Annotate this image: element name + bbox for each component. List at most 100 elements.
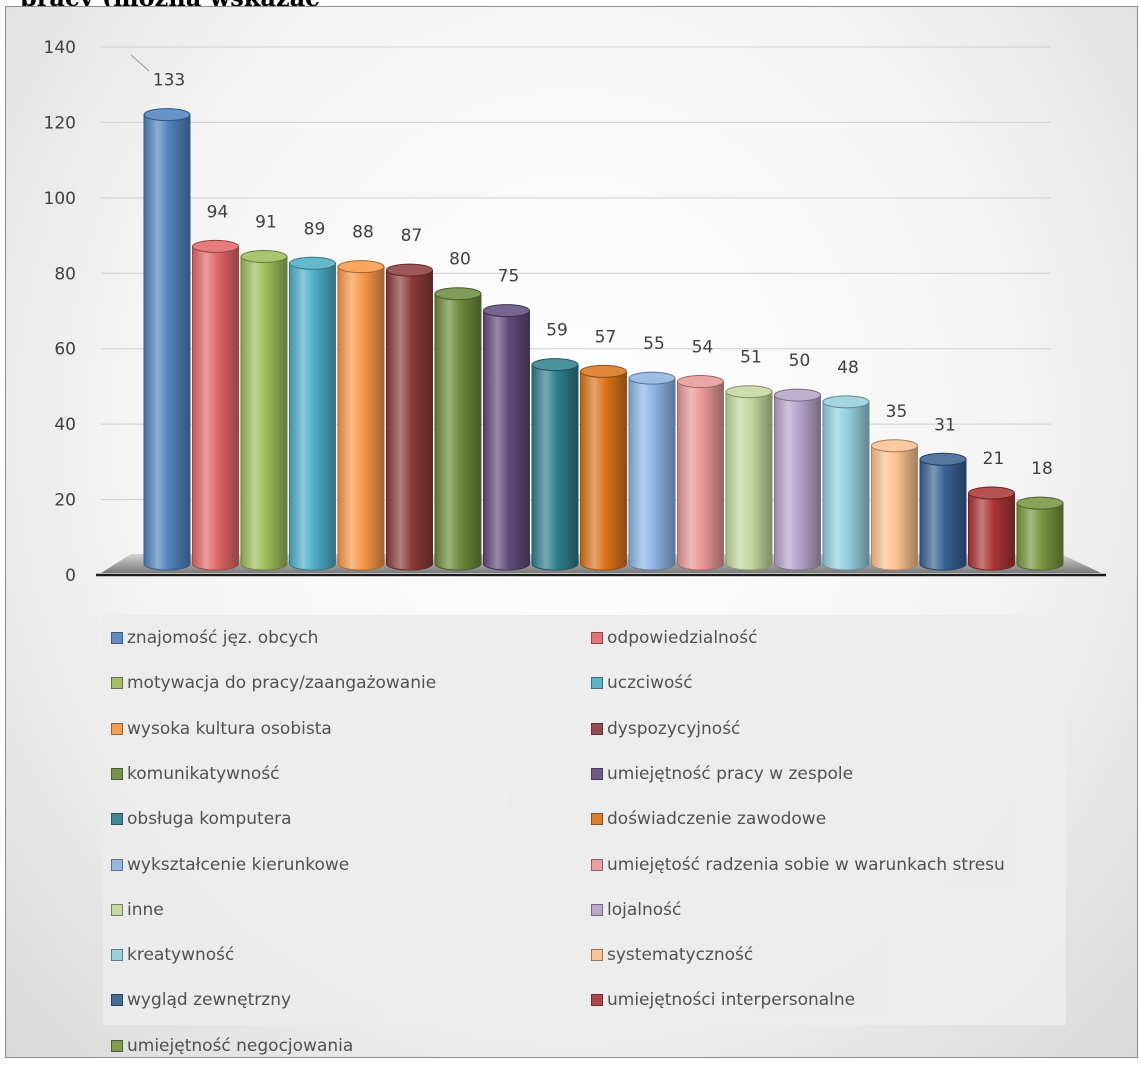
- bar-top: [628, 371, 676, 385]
- bar-cylinder: [774, 394, 821, 571]
- bar-top: [240, 250, 288, 264]
- legend-item: dyspozycyjność: [591, 718, 740, 740]
- legend: znajomość jęz. obcych odpowiedzialność mot…: [103, 615, 1066, 1056]
- legend-swatch: [591, 677, 603, 690]
- bar-top: [289, 256, 336, 270]
- data-label: 18: [1031, 459, 1053, 479]
- y-tick-label: 140: [44, 38, 76, 58]
- legend-swatch: [111, 858, 123, 871]
- legend-label: obsługa komputera: [127, 809, 292, 830]
- y-tick-label: 120: [44, 113, 76, 133]
- bar-top: [580, 364, 627, 378]
- bar-top: [531, 358, 579, 372]
- legend-item: doświadczenie zawodowe: [591, 808, 826, 830]
- bar-cylinder: [871, 445, 918, 571]
- legend-label: dyspozycyjność: [607, 718, 741, 739]
- legend-item: systematyczność: [591, 944, 753, 966]
- legend-item: motywacja do pracy/zaangażowanie: [111, 672, 436, 694]
- legend-swatch: [111, 767, 123, 780]
- legend-label: odpowiedzialność: [607, 628, 758, 648]
- legend-swatch: [591, 813, 603, 826]
- legend-swatch: [111, 994, 123, 1007]
- legend-swatch: [591, 903, 603, 916]
- bar-cylinder: [531, 364, 579, 571]
- bar-top: [1016, 496, 1064, 510]
- bar-cylinder: [337, 266, 385, 571]
- legend-label: umiejętność negocjowania: [127, 1035, 354, 1056]
- bar-cylinder: [919, 458, 967, 571]
- data-label: 91: [255, 213, 277, 233]
- legend-label: umiejętość radzenia sobie w warunkach st…: [607, 854, 1005, 875]
- bar-top: [774, 388, 821, 402]
- legend-item: wygląd zewnętrzny: [111, 989, 291, 1011]
- y-tick-label: 20: [54, 491, 76, 511]
- bar-cylinder: [434, 293, 482, 571]
- legend-label: uczciwość: [607, 673, 693, 694]
- data-label: 80: [449, 250, 471, 270]
- legend-label: wygląd zewnętrzny: [127, 990, 292, 1011]
- bar-top: [192, 239, 239, 253]
- bar-top: [871, 439, 918, 453]
- data-label: 55: [643, 334, 665, 354]
- bar-top: [434, 287, 482, 301]
- legend-swatch: [591, 858, 603, 871]
- data-label: 133: [153, 71, 185, 91]
- data-label: 57: [595, 327, 617, 347]
- bar-cylinder: [483, 310, 530, 571]
- bar-top: [725, 385, 773, 399]
- y-tick-label: 80: [54, 264, 76, 284]
- y-tick-label: 100: [44, 189, 76, 209]
- data-label: 88: [352, 223, 374, 243]
- data-label: 54: [692, 338, 714, 358]
- legend-item: znajomość jęz. obcych: [111, 627, 318, 649]
- legend-label: umiejętność pracy w zespole: [607, 763, 854, 784]
- bar-cylinder: [289, 262, 336, 571]
- bar-top: [386, 263, 433, 277]
- bar-cylinder: [628, 377, 676, 571]
- legend-label: wykształcenie kierunkowe: [127, 854, 350, 875]
- bar-cylinder: [240, 256, 288, 571]
- bar-cylinder: [822, 401, 870, 571]
- legend-swatch: [111, 722, 123, 735]
- bar-cylinder: [725, 391, 773, 571]
- legend-label: doświadczenie zawodowe: [607, 809, 827, 830]
- legend-item: kreatywność: [111, 944, 234, 966]
- data-label: 50: [789, 351, 811, 371]
- bar-cylinder: [386, 269, 433, 571]
- legend-swatch: [591, 767, 603, 780]
- data-label: 94: [207, 202, 229, 222]
- bar-top: [677, 375, 724, 389]
- legend-label: lojalność: [607, 899, 682, 920]
- legend-swatch: [111, 677, 123, 690]
- data-label: 59: [546, 321, 568, 341]
- legend-swatch: [591, 722, 603, 735]
- legend-item: umiejętość radzenia sobie w warunkach st…: [591, 854, 1005, 876]
- bar-cylinder: [143, 114, 191, 571]
- data-label: 87: [401, 226, 423, 246]
- legend-item: umiejętność pracy w zespole: [591, 763, 853, 785]
- legend-swatch: [591, 632, 603, 644]
- legend-label: inne: [127, 899, 164, 920]
- chart-plot: 0 20 40 60 80 100 120 140 133 94 91 89 88 87 80 75 59 57 5…: [44, 38, 1106, 586]
- bar-top: [483, 304, 530, 318]
- data-label: 48: [837, 358, 859, 378]
- bar-cylinder: [1016, 502, 1064, 571]
- bar-top: [337, 260, 385, 274]
- legend-label: motywacja do pracy/zaangażowanie: [127, 673, 437, 694]
- legend-swatch: [591, 949, 603, 962]
- data-label: 89: [304, 219, 326, 239]
- legend-item: uczciwość: [591, 672, 693, 694]
- legend-item: inne: [111, 899, 164, 921]
- bar-cylinder: [677, 381, 724, 571]
- legend-swatch: [111, 632, 123, 644]
- legend-item: umiejętności interpersonalne: [591, 989, 855, 1011]
- legend-item: umiejętność negocjowania: [111, 1035, 353, 1057]
- legend-item: wysoka kultura osobista: [111, 718, 332, 740]
- bar-cylinder: [580, 370, 627, 571]
- bar-cylinder: [968, 492, 1015, 571]
- legend-item: komunikatywność: [111, 763, 279, 785]
- data-label: 21: [983, 449, 1005, 469]
- legend-item: obsługa komputera: [111, 808, 292, 830]
- data-label: 75: [498, 267, 520, 287]
- y-tick-label: 60: [54, 340, 76, 360]
